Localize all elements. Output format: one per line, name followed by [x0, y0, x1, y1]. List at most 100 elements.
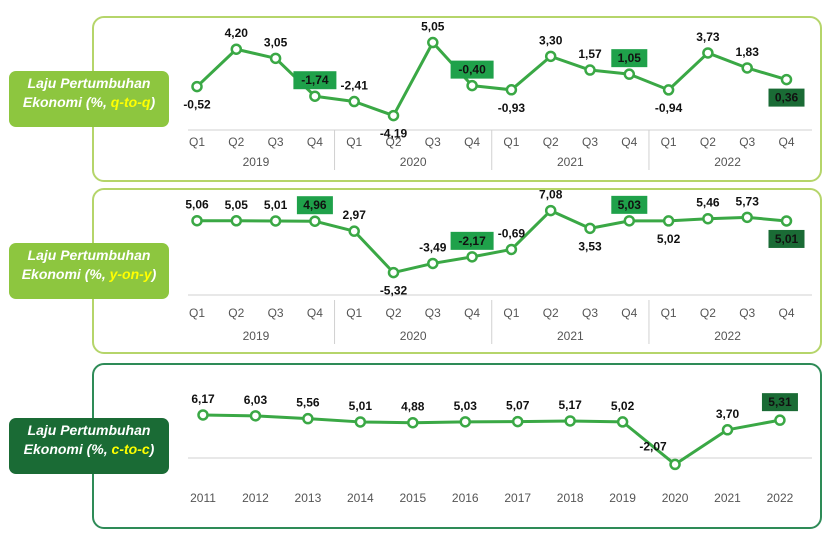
qq-year-label: 2021: [557, 155, 584, 169]
qq-data-label: -0,94: [655, 101, 683, 115]
qq-data-label: 5,05: [421, 20, 445, 34]
qq-point: [623, 68, 636, 80]
yy-data-label: -3,49: [419, 240, 447, 254]
yy-quarter-tick: Q3: [582, 306, 598, 320]
qq-data-label: 1,05: [618, 51, 642, 65]
qq-year-label: 2019: [243, 155, 270, 169]
cc-point: [616, 416, 629, 428]
qq-data-label: 3,30: [539, 33, 563, 47]
yy-data-label: 5,02: [657, 232, 681, 246]
cc-year-tick: 2012: [242, 491, 269, 505]
yy-data-label-box: [768, 229, 805, 248]
qq-point: [702, 47, 714, 59]
yy-point: [623, 215, 636, 227]
cc-data-label: 6,03: [244, 393, 268, 407]
qq-point: [230, 43, 243, 55]
qq-point: [662, 84, 675, 96]
qq-data-label-box: [768, 88, 805, 107]
label-text: Laju Pertumbuhan Ekonomi (%,: [21, 247, 151, 282]
cc-series-line: [202, 413, 781, 466]
panel-y-on-y: [92, 188, 822, 354]
cc-point: [774, 414, 786, 426]
cc-year-tick: 2015: [399, 491, 426, 505]
qq-quarter-tick: Q1: [189, 135, 205, 149]
cc-point: [407, 416, 419, 429]
label-highlight: y-on-y: [109, 266, 152, 282]
qq-data-label: -0,40: [458, 63, 486, 77]
qq-point: [387, 109, 400, 122]
yy-point: [466, 251, 478, 263]
cc-data-label: -2,07: [639, 439, 667, 453]
yy-point: [702, 212, 714, 225]
qq-data-label: -1,74: [301, 73, 329, 87]
label-text: Laju Pertumbuhan Ekonomi (%,: [22, 75, 151, 110]
yy-point: [662, 215, 675, 227]
qq-data-label: 0,36: [775, 91, 799, 105]
yy-data-label: -5,32: [380, 284, 408, 298]
qq-point: [191, 80, 203, 93]
cc-data-label: 4,88: [401, 400, 425, 414]
label-q-to-q: Laju Pertumbuhan Ekonomi (%, q-to-q): [9, 71, 169, 127]
qq-quarter-tick: Q2: [228, 135, 244, 149]
yy-data-label: 5,06: [185, 198, 209, 212]
yy-point: [387, 266, 400, 279]
yy-data-label: 2,97: [343, 208, 367, 222]
cc-point: [197, 409, 209, 421]
label-c-to-c: Laju Pertumbuhan Ekonomi (%, c-to-c): [9, 418, 169, 474]
cc-point: [564, 415, 576, 427]
cc-year-tick: 2011: [190, 491, 216, 505]
qq-point: [741, 62, 753, 74]
qq-point: [427, 36, 439, 49]
qq-point: [544, 50, 557, 63]
cc-data-label: 5,07: [506, 399, 530, 413]
yy-data-label: 5,73: [736, 194, 760, 208]
yy-quarter-tick: Q2: [543, 306, 559, 320]
qq-series-line: [195, 41, 787, 118]
cc-point: [354, 416, 367, 428]
yy-point: [348, 225, 360, 237]
qq-quarter-tick: Q4: [778, 135, 794, 149]
qq-quarter-tick: Q3: [425, 135, 441, 149]
qq-quarter-tick: Q2: [700, 135, 716, 149]
cc-data-label-box: [761, 393, 798, 412]
qq-point: [348, 95, 360, 108]
cc-data-label: 5,01: [349, 399, 373, 413]
qq-data-label: -0,93: [498, 101, 526, 115]
cc-year-tick: 2013: [295, 491, 322, 505]
yy-data-label: -0,69: [498, 226, 526, 240]
label-y-on-y: Laju Pertumbuhan Ekonomi (%, y-on-y): [9, 243, 169, 299]
qq-data-label-box: [611, 49, 648, 68]
cc-point: [721, 424, 734, 436]
qq-point: [309, 90, 321, 102]
cc-data-label: 5,03: [454, 399, 478, 413]
qq-quarter-tick: Q4: [464, 135, 480, 149]
yy-data-label: 4,96: [303, 198, 327, 212]
yy-series-line: [196, 209, 787, 275]
yy-data-label: 5,46: [696, 196, 720, 210]
yy-quarter-tick: Q2: [385, 306, 401, 320]
cc-year-tick: 2014: [347, 491, 374, 505]
cc-point: [249, 410, 262, 422]
yy-year-label: 2020: [400, 329, 427, 343]
cc-year-tick: 2017: [504, 491, 531, 505]
qq-data-label-box: [293, 71, 337, 90]
yy-quarter-tick: Q4: [778, 306, 794, 320]
cc-data-label: 5,56: [296, 396, 320, 410]
yy-point: [269, 215, 282, 227]
qq-point: [505, 84, 518, 96]
yy-data-label: 3,53: [578, 239, 602, 253]
yy-quarter-tick: Q1: [661, 306, 677, 320]
yy-point: [309, 215, 321, 227]
cc-year-tick: 2016: [452, 491, 479, 505]
cc-data-label: 5,17: [558, 398, 582, 412]
label-close: ): [149, 441, 155, 457]
yy-data-label: 5,03: [618, 198, 642, 212]
qq-data-label: 3,05: [264, 35, 288, 49]
qq-point: [780, 73, 793, 86]
yy-quarter-tick: Q3: [739, 306, 755, 320]
yy-quarter-tick: Q3: [268, 306, 284, 320]
cc-year-tick: 2022: [767, 491, 794, 505]
cc-year-tick: 2020: [662, 491, 689, 505]
qq-year-label: 2020: [400, 155, 427, 169]
qq-data-label-box: [450, 60, 494, 79]
